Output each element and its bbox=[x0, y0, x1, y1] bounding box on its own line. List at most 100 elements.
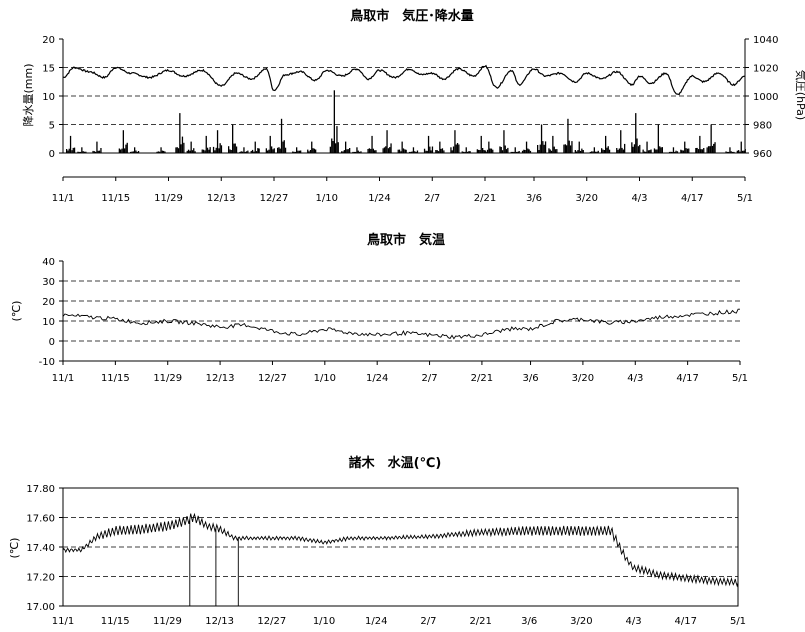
precip-bar-group bbox=[175, 113, 185, 153]
x-tick-label: 4/3 bbox=[627, 373, 643, 384]
precip-bar bbox=[729, 147, 731, 153]
precip-bar bbox=[454, 130, 456, 153]
precip-bar bbox=[404, 149, 406, 153]
precip-bar bbox=[228, 146, 230, 153]
precip-bar bbox=[661, 147, 663, 153]
precip-bar bbox=[601, 148, 603, 153]
precip-bar bbox=[416, 150, 419, 153]
precip-bar bbox=[69, 135, 72, 153]
precip-bar bbox=[632, 146, 634, 153]
precip-bar bbox=[183, 142, 185, 153]
precip-bar bbox=[66, 149, 68, 153]
precip-bar bbox=[356, 147, 358, 153]
x-tick-label: 4/17 bbox=[675, 616, 697, 627]
x-tick-label: 11/29 bbox=[153, 373, 182, 384]
precip-bar bbox=[616, 148, 618, 153]
precip-bar bbox=[95, 151, 97, 153]
y-tick-label: 0 bbox=[49, 149, 55, 160]
x-tick-label: 2/7 bbox=[420, 616, 436, 627]
pressure-precip-title: 鳥取市 気圧･降水量 bbox=[350, 8, 474, 24]
precip-bar bbox=[430, 150, 432, 153]
precip-bar bbox=[540, 124, 543, 153]
precip-bar-group bbox=[736, 141, 746, 153]
precip-bar bbox=[215, 147, 217, 153]
precip-bar bbox=[181, 136, 184, 153]
precip-bar bbox=[333, 90, 335, 153]
precip-bar bbox=[607, 146, 609, 153]
precip-bar bbox=[451, 150, 453, 153]
precip-bar bbox=[415, 151, 417, 153]
precip-bar bbox=[483, 150, 485, 153]
x-tick-label: 5/1 bbox=[732, 373, 748, 384]
precip-bar bbox=[514, 147, 516, 153]
x-tick-label: 1/24 bbox=[368, 193, 390, 204]
precip-bar-group bbox=[367, 135, 377, 153]
y-tick-label: 17.20 bbox=[26, 573, 55, 584]
precip-bar bbox=[681, 150, 683, 153]
air-temp-title: 鳥取市 気温 bbox=[367, 232, 445, 248]
precip-bar bbox=[284, 147, 287, 153]
precip-bar bbox=[507, 147, 509, 153]
precip-bar bbox=[657, 124, 659, 153]
x-tick-label: 3/20 bbox=[572, 373, 594, 384]
precip-bar bbox=[160, 147, 162, 153]
precip-bar bbox=[67, 150, 69, 153]
precip-bar bbox=[386, 130, 388, 153]
precip-bar-group bbox=[329, 90, 339, 153]
precip-bar bbox=[251, 149, 254, 153]
precip-bar bbox=[637, 146, 640, 153]
precip-bar bbox=[257, 148, 259, 153]
precip-bar bbox=[367, 149, 369, 153]
precip-bar bbox=[728, 151, 730, 153]
precip-bar bbox=[232, 124, 234, 153]
precip-bar bbox=[92, 150, 94, 153]
precip-bar-group bbox=[574, 141, 584, 153]
precip-bar-group bbox=[616, 130, 626, 153]
y2-tick-label: 980 bbox=[753, 121, 772, 132]
precip-bar-group bbox=[397, 141, 407, 153]
precip-bar bbox=[358, 151, 361, 153]
precip-bar bbox=[343, 150, 345, 153]
y-tick-label: 17.00 bbox=[26, 602, 55, 613]
precip-bar bbox=[121, 148, 123, 153]
precip-bar-group bbox=[631, 113, 641, 153]
precip-bar bbox=[187, 149, 190, 153]
precip-bar-group bbox=[250, 141, 260, 153]
precip-bar-group bbox=[352, 147, 362, 153]
precip-bar bbox=[241, 151, 244, 153]
x-tick-label: 11/15 bbox=[101, 373, 130, 384]
x-tick-label: 1/24 bbox=[365, 616, 387, 627]
x-tick-label: 11/29 bbox=[153, 616, 182, 627]
precip-bar bbox=[566, 145, 568, 153]
precip-bar bbox=[589, 151, 591, 153]
precip-bar-group bbox=[265, 135, 275, 153]
precip-bar-group bbox=[680, 141, 690, 153]
precip-bar bbox=[349, 148, 351, 153]
pressure-line bbox=[62, 64, 746, 96]
precip-bar bbox=[645, 151, 647, 153]
precip-bar bbox=[427, 135, 430, 153]
precip-bar bbox=[620, 130, 622, 153]
precip-bar bbox=[271, 146, 273, 153]
precip-bar-group bbox=[408, 147, 419, 153]
water-temp-title: 諸木 水温(℃) bbox=[349, 455, 442, 471]
precip-bar-group bbox=[156, 147, 166, 153]
precip-bar bbox=[429, 146, 431, 153]
x-tick-label: 3/6 bbox=[522, 373, 538, 384]
precip-bar-group bbox=[537, 124, 547, 153]
air-temp-chart: 鳥取市 気温 (℃) -10 0 10 20 30 40 11/1 11/15 11/29 12… bbox=[10, 232, 748, 384]
y-tick-label: 5 bbox=[49, 121, 55, 132]
precip-bar bbox=[518, 151, 520, 153]
precip-bar bbox=[452, 146, 455, 153]
precip-bar bbox=[426, 150, 428, 153]
precip-bar bbox=[337, 142, 339, 153]
precip-bar bbox=[603, 150, 605, 153]
precip-bar-group bbox=[212, 130, 223, 153]
precip-bar bbox=[490, 148, 493, 153]
precip-bar-group bbox=[341, 141, 351, 153]
precip-bar bbox=[525, 141, 528, 153]
air-temp-line bbox=[62, 308, 740, 340]
precip-bar bbox=[732, 151, 734, 153]
precip-bar bbox=[254, 141, 256, 153]
precip-bar bbox=[273, 148, 275, 153]
